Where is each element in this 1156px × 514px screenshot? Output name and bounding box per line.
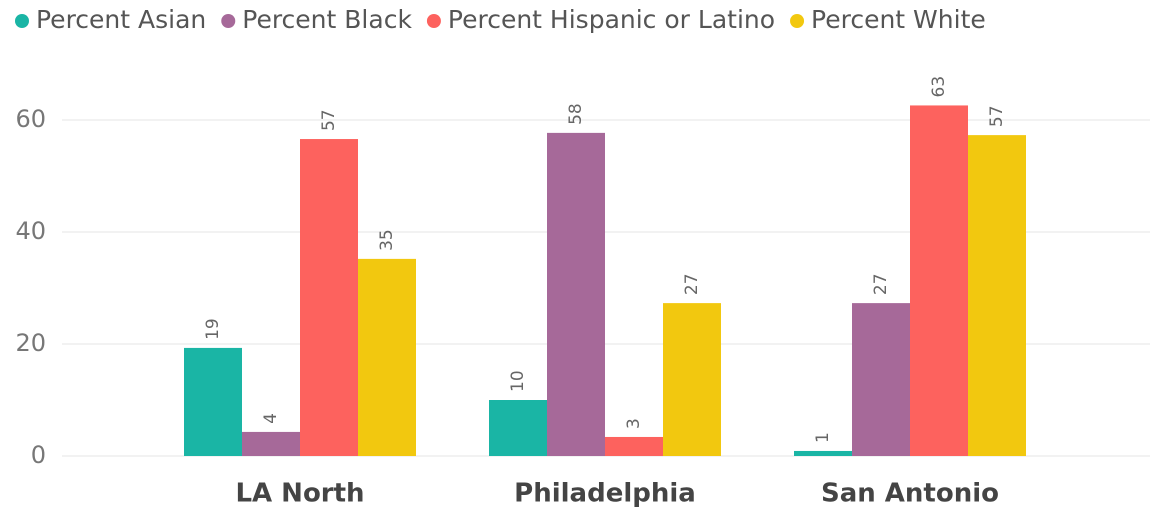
x-tick-label: San Antonio bbox=[821, 479, 999, 509]
bar bbox=[605, 436, 663, 456]
legend-marker bbox=[426, 14, 441, 28]
legend-marker bbox=[15, 14, 29, 28]
legend-marker bbox=[221, 14, 236, 28]
data-label: 58 bbox=[566, 103, 586, 125]
data-label: 27 bbox=[871, 273, 891, 295]
data-label: 10 bbox=[508, 370, 528, 392]
bar bbox=[300, 139, 358, 457]
bar bbox=[489, 400, 547, 456]
data-label: 63 bbox=[929, 76, 949, 98]
data-label: 27 bbox=[682, 273, 702, 295]
x-tick-label: LA North bbox=[235, 479, 364, 509]
y-tick-label: 40 bbox=[15, 217, 46, 245]
y-tick-label: 60 bbox=[15, 105, 46, 133]
legend-label: Percent Hispanic or Latino bbox=[448, 5, 775, 34]
data-label: 35 bbox=[377, 229, 397, 251]
data-label: 57 bbox=[987, 105, 1007, 127]
x-tick-label: Philadelphia bbox=[514, 479, 696, 509]
legend-label: Percent Asian bbox=[36, 5, 206, 34]
bar bbox=[663, 303, 721, 456]
bar bbox=[358, 258, 416, 456]
data-label: 3 bbox=[624, 418, 644, 429]
bar bbox=[910, 105, 968, 456]
data-label: 1 bbox=[813, 432, 833, 443]
bar bbox=[968, 135, 1026, 456]
bar bbox=[184, 347, 242, 456]
legend-label: Percent Black bbox=[242, 5, 412, 34]
legend-marker bbox=[790, 14, 805, 28]
bar bbox=[547, 132, 605, 456]
data-label: 57 bbox=[319, 109, 339, 131]
bar bbox=[242, 431, 300, 456]
bar bbox=[794, 450, 852, 456]
legend-label: Percent White bbox=[811, 5, 986, 34]
y-tick-label: 20 bbox=[15, 329, 46, 357]
bar bbox=[852, 303, 910, 456]
data-label: 4 bbox=[261, 413, 281, 424]
y-tick-label: 0 bbox=[31, 441, 46, 469]
data-label: 19 bbox=[203, 318, 223, 340]
